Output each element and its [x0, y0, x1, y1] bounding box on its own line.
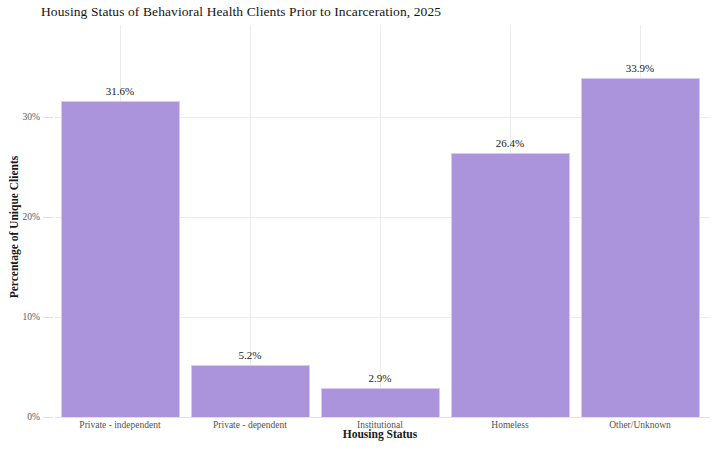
chart-title: Housing Status of Behavioral Health Clie…: [41, 4, 441, 20]
bar-value-label: 26.4%: [445, 137, 575, 150]
y-tick-mark: [43, 317, 53, 318]
vertical-gridline: [380, 25, 381, 417]
y-tick-label: 20%: [0, 211, 40, 223]
y-tick-mark: [43, 117, 53, 118]
y-tick-label: 0%: [0, 411, 40, 423]
y-tick-mark: [43, 417, 53, 418]
bar-value-label: 33.9%: [575, 62, 705, 75]
y-tick-label: 30%: [0, 111, 40, 123]
x-axis-title: Housing Status: [55, 428, 705, 440]
bar-value-label: 31.6%: [55, 85, 185, 98]
x-axis-line: [55, 417, 710, 418]
bar-3: [321, 388, 440, 417]
bar-5: [581, 78, 700, 417]
y-tick-label: 10%: [0, 311, 40, 323]
bar-2: [191, 365, 310, 417]
y-axis-tick-labels: 0%10%20%30%: [0, 25, 40, 417]
bar-4: [451, 153, 570, 417]
bar-value-label: 2.9%: [315, 372, 445, 385]
plot-area: 31.6% 5.2%2.9% 26.4% 33.9%: [55, 25, 710, 417]
bar-value-label: 5.2%: [185, 349, 315, 362]
bar-chart-figure: Housing Status of Behavioral Health Clie…: [0, 0, 727, 453]
bar-1: [61, 101, 180, 417]
y-tick-mark: [43, 217, 53, 218]
